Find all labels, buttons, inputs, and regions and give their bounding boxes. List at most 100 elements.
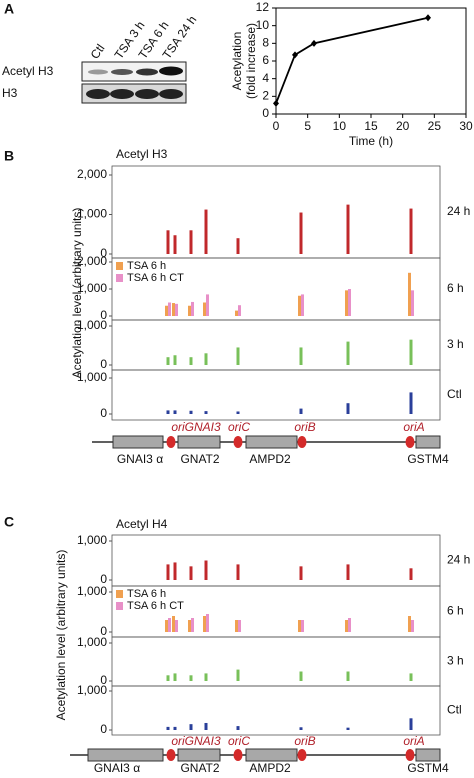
origin-label: oriC (228, 420, 250, 434)
y-tick-label: 4 (262, 71, 269, 85)
panel-frame (111, 369, 441, 421)
blot-band (111, 69, 133, 75)
bar (411, 290, 414, 316)
gene-label: GNAT2 (180, 761, 219, 775)
panel-title: Acetyl H3 (116, 147, 168, 161)
y-axis-label: Acetylation level (arbitrary units) (54, 550, 68, 721)
blot-row-label: Acetyl H3 (2, 64, 54, 78)
bar (166, 726, 170, 730)
blot-band (159, 66, 183, 76)
x-tick-label: 20 (396, 119, 410, 133)
data-point (292, 51, 298, 59)
y-tick-label: 0 (100, 624, 107, 638)
legend-swatch (116, 274, 123, 282)
y-tick-label: 2 (262, 89, 269, 103)
x-tick-label: 25 (428, 119, 442, 133)
bar (173, 355, 177, 365)
panel-condition-label: 3 h (447, 654, 464, 668)
blot-band (159, 89, 183, 99)
panel-condition-label: 6 h (447, 604, 464, 618)
blot-band (86, 89, 110, 99)
bar (204, 560, 208, 580)
bar (189, 566, 193, 580)
panel-condition-label: 24 h (447, 204, 470, 218)
legend-swatch (116, 590, 123, 598)
bar (173, 235, 177, 254)
blot-box (81, 61, 187, 82)
x-tick-label: 5 (304, 119, 311, 133)
bar (191, 618, 194, 632)
gene-box (177, 748, 221, 762)
panel-condition-label: 24 h (447, 553, 470, 567)
y-tick-label: 10 (256, 18, 270, 32)
origin-marker (297, 436, 307, 448)
y-tick-label: 1,000 (77, 318, 107, 332)
bar (172, 616, 175, 632)
x-tick-label: 15 (364, 119, 378, 133)
bar (348, 618, 351, 632)
origin-marker (233, 436, 243, 448)
origin-label: oriA (403, 734, 424, 748)
bar (301, 620, 304, 632)
bar (346, 671, 350, 681)
bar (204, 673, 208, 681)
bar (299, 727, 303, 730)
bar (299, 566, 303, 580)
bar (236, 726, 240, 730)
origin-label: oriC (228, 734, 250, 748)
gene-label: GSTM4 (407, 761, 449, 775)
plot-frame (275, 7, 467, 115)
blot-box (81, 83, 187, 104)
bar (298, 295, 301, 316)
bar (409, 718, 413, 730)
origin-label: oriB (294, 420, 315, 434)
bar (189, 230, 193, 254)
gene-label: GNAI3 α (117, 452, 163, 466)
bar (168, 618, 171, 632)
y-tick-label: 0 (262, 106, 269, 120)
x-axis-label: Time (h) (349, 134, 393, 148)
y-tick-label: 1,000 (77, 683, 107, 697)
bar (203, 302, 206, 316)
bar (204, 411, 208, 414)
bar (166, 410, 170, 414)
panel-frame (111, 534, 441, 587)
origin-marker (233, 749, 243, 761)
bar (166, 564, 170, 580)
bar (236, 411, 240, 414)
y-tick-label: 8 (262, 36, 269, 50)
bar (168, 302, 171, 316)
bar (189, 675, 193, 681)
bar (204, 722, 208, 730)
gene-label: GSTM4 (407, 452, 449, 466)
bar (238, 620, 241, 632)
bar (236, 238, 240, 254)
panel-frame (111, 319, 441, 371)
bar (173, 726, 177, 730)
bar (346, 341, 350, 365)
legend-swatch (116, 262, 123, 270)
legend-swatch (116, 602, 123, 610)
bar (346, 403, 350, 414)
y-tick-label: 1,000 (77, 584, 107, 598)
bar (411, 620, 414, 632)
bar (301, 294, 304, 316)
y-axis-label: Acetylation level (arbitrary units) (70, 208, 84, 379)
gene-label: GNAT2 (180, 452, 219, 466)
y-tick-label: 0 (100, 572, 107, 586)
origin-marker (166, 749, 176, 761)
y-tick-label: 0 (100, 246, 107, 260)
y-tick-label: 1,000 (77, 207, 107, 221)
panel-condition-label: 3 h (447, 337, 464, 351)
y-tick-label: 0 (100, 673, 107, 687)
blot-band (136, 68, 158, 76)
bar (409, 673, 413, 681)
bar (409, 392, 413, 414)
lane-label: Ctl (88, 41, 108, 61)
bar (409, 339, 413, 365)
gene-label: AMPD2 (249, 761, 291, 775)
panel-frame (111, 636, 441, 687)
panel-condition-label: 6 h (447, 281, 464, 295)
gene-label: GNAI3 α (94, 761, 140, 775)
origin-marker (297, 749, 307, 761)
